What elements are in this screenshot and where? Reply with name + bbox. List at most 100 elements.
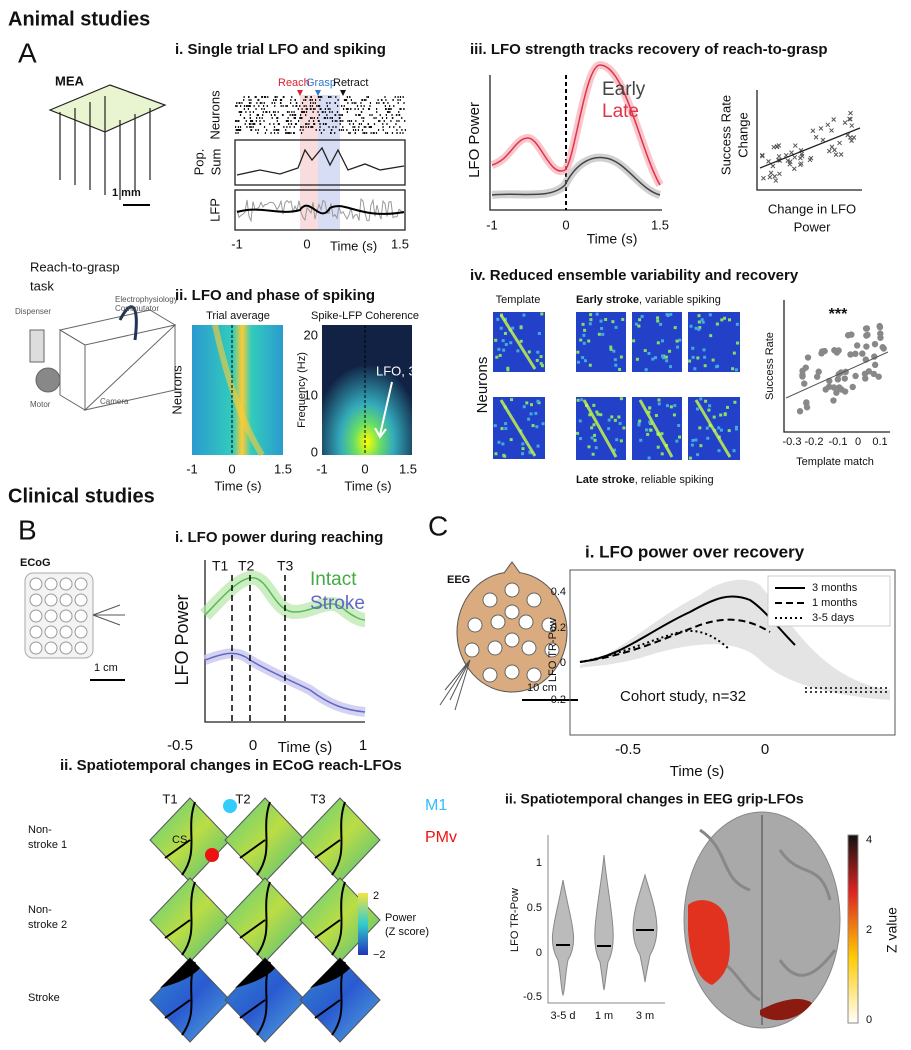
dot bbox=[802, 364, 809, 371]
spike bbox=[345, 99, 348, 101]
colorbar-tick: 2 bbox=[373, 890, 379, 902]
x-tick-label: 0.1 bbox=[872, 436, 887, 448]
electrode bbox=[467, 617, 483, 633]
heatmap-cell bbox=[612, 349, 616, 353]
sulcus bbox=[239, 801, 271, 876]
spike bbox=[310, 96, 312, 98]
heatmap-cell bbox=[592, 403, 596, 407]
spike bbox=[319, 126, 321, 128]
spike bbox=[263, 108, 265, 110]
spike bbox=[274, 105, 276, 107]
spike bbox=[293, 114, 295, 116]
stroke-band bbox=[203, 648, 366, 717]
dot bbox=[847, 351, 854, 358]
dot bbox=[841, 388, 849, 395]
dot bbox=[833, 389, 840, 396]
spike bbox=[334, 120, 336, 122]
sulcus bbox=[164, 801, 196, 876]
heatmap-cell bbox=[596, 412, 600, 416]
spike bbox=[250, 99, 252, 101]
spike bbox=[342, 120, 344, 122]
heatmap-cell bbox=[659, 322, 663, 326]
x-marker bbox=[791, 166, 797, 172]
spike bbox=[276, 120, 278, 122]
heatmap-cell bbox=[699, 397, 703, 401]
heatmap-cell bbox=[715, 322, 719, 326]
spike bbox=[338, 117, 340, 119]
spike bbox=[339, 123, 341, 125]
x-tick-label: -1 bbox=[486, 217, 498, 232]
heatmap-cell bbox=[697, 327, 701, 331]
x-marker bbox=[759, 153, 765, 159]
colorbar-tick: 0 bbox=[866, 1014, 872, 1026]
spike bbox=[255, 120, 257, 122]
area-label: M1 bbox=[425, 797, 447, 814]
spike bbox=[280, 99, 283, 101]
dot bbox=[833, 349, 841, 356]
spike bbox=[306, 123, 308, 125]
heatmap-cell bbox=[609, 347, 613, 351]
spike bbox=[300, 126, 302, 128]
spike bbox=[319, 129, 321, 131]
spike bbox=[311, 99, 313, 101]
heatmap-cell bbox=[536, 444, 540, 448]
heatmap-cell bbox=[656, 445, 660, 449]
spike bbox=[368, 108, 370, 110]
spike bbox=[313, 117, 315, 119]
spike bbox=[259, 120, 261, 122]
sulcus-label: CS bbox=[172, 834, 187, 846]
x-marker bbox=[842, 120, 848, 126]
spike bbox=[386, 117, 388, 119]
colorbar-tick: 4 bbox=[866, 834, 872, 846]
spike bbox=[352, 126, 354, 128]
heatmap-cell bbox=[529, 412, 533, 416]
electrode bbox=[74, 593, 88, 607]
subplot-title: Spike-LFP Coherence bbox=[311, 310, 419, 322]
electrode bbox=[74, 577, 88, 591]
heatmap-cell bbox=[647, 351, 651, 355]
spike bbox=[277, 117, 279, 119]
eeg-electrodes bbox=[464, 582, 560, 683]
dot bbox=[852, 350, 859, 358]
late-curve bbox=[491, 64, 661, 186]
row-label: Non- bbox=[28, 904, 52, 916]
heatmap-cell bbox=[576, 350, 580, 354]
event-label: T3 bbox=[277, 558, 294, 574]
axes bbox=[547, 835, 665, 1004]
spike bbox=[360, 102, 362, 104]
label: ECoG bbox=[20, 557, 51, 569]
x-tick-label: 1.5 bbox=[391, 236, 409, 251]
heatmap-cell bbox=[499, 326, 503, 330]
axes bbox=[234, 139, 406, 186]
dot bbox=[815, 368, 822, 375]
spike bbox=[390, 120, 392, 122]
spike bbox=[396, 120, 398, 122]
spike bbox=[304, 96, 307, 98]
spike bbox=[308, 120, 310, 122]
heatmap-cell bbox=[494, 452, 498, 456]
spike bbox=[291, 111, 293, 113]
spike bbox=[399, 132, 401, 134]
heatmap-cell bbox=[731, 367, 735, 371]
heatmap-cell bbox=[614, 325, 618, 329]
spike bbox=[238, 120, 240, 122]
spike bbox=[264, 96, 267, 98]
heatmap-cell bbox=[539, 362, 543, 366]
electrode bbox=[518, 614, 534, 630]
spike bbox=[377, 129, 380, 131]
cable bbox=[92, 604, 125, 626]
y-label: Change bbox=[735, 112, 750, 158]
spike bbox=[261, 117, 263, 119]
spike bbox=[274, 111, 276, 113]
electrode bbox=[541, 617, 557, 633]
spike bbox=[344, 99, 347, 101]
heatmap-cell bbox=[593, 433, 597, 437]
event-marker bbox=[315, 90, 321, 96]
heatmap-band bbox=[212, 324, 265, 457]
spike bbox=[305, 108, 307, 110]
dot bbox=[862, 375, 869, 382]
y-tick-label: 0.2 bbox=[551, 622, 566, 634]
heatmap-cell bbox=[693, 367, 697, 371]
label-bold: Late stroke bbox=[576, 474, 635, 486]
spike bbox=[235, 126, 237, 128]
